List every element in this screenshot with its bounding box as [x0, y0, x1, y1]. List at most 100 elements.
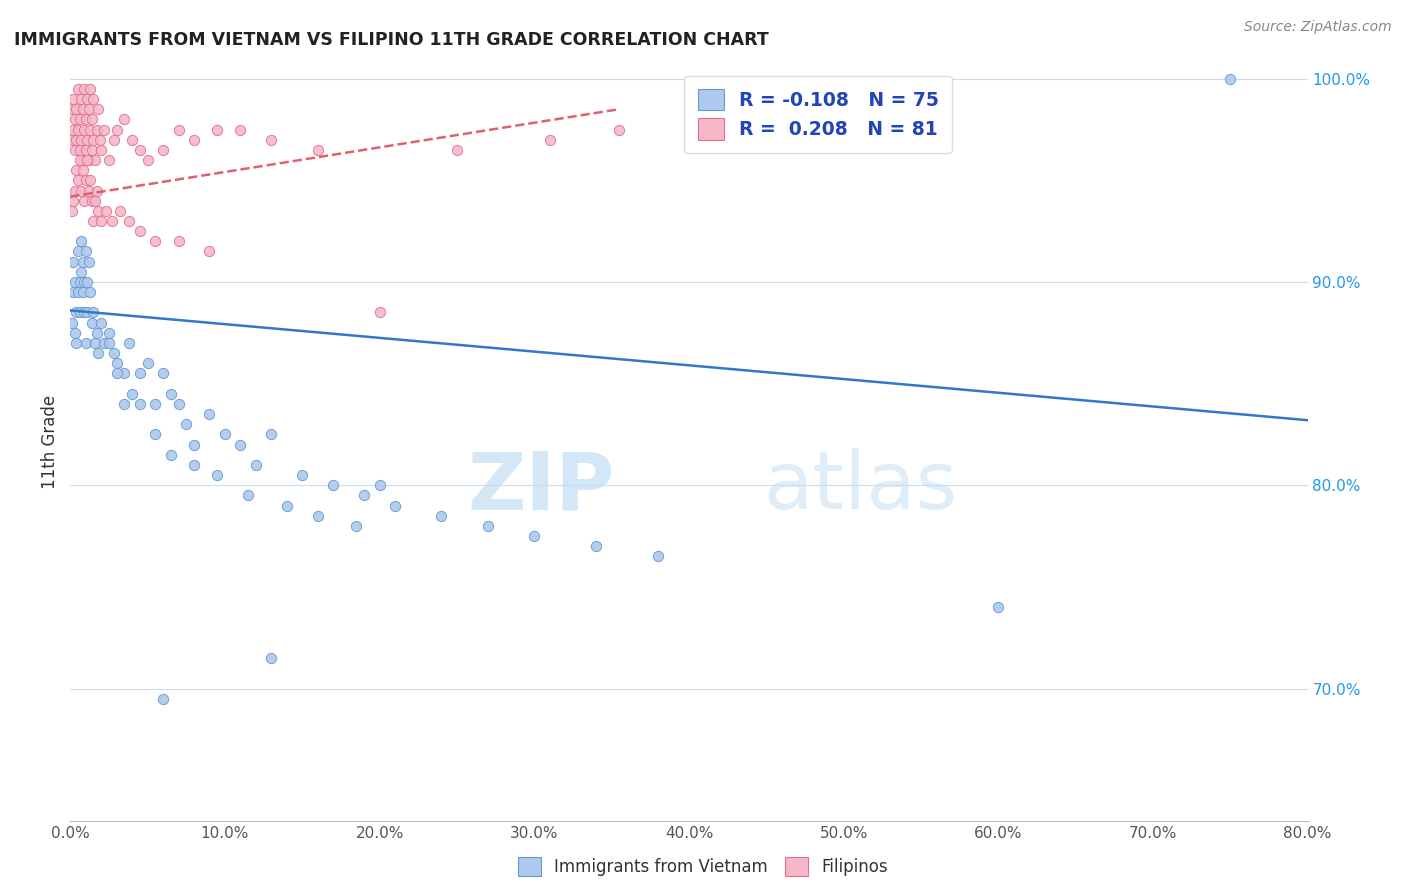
Point — [63, 184, 86, 198]
Point — [207, 468, 229, 483]
Point — [84, 153, 107, 167]
Point — [160, 448, 183, 462]
Point — [446, 143, 468, 157]
Point — [76, 153, 98, 167]
Point — [65, 133, 87, 147]
Point — [101, 214, 124, 228]
Point — [60, 316, 83, 330]
Y-axis label: 11th Grade: 11th Grade — [41, 394, 59, 489]
Point — [73, 194, 96, 208]
Point — [152, 691, 174, 706]
Point — [79, 122, 101, 136]
Point — [69, 305, 91, 319]
Point — [160, 386, 183, 401]
Point — [63, 143, 86, 157]
Point — [67, 173, 90, 187]
Point — [118, 214, 141, 228]
Point — [152, 367, 174, 381]
Point — [79, 173, 101, 187]
Point — [103, 133, 125, 147]
Point — [75, 112, 97, 127]
Point — [307, 508, 329, 523]
Point — [80, 143, 103, 157]
Point — [86, 184, 108, 198]
Point — [63, 326, 86, 340]
Point — [76, 133, 98, 147]
Point — [260, 427, 283, 442]
Point — [145, 235, 166, 249]
Point — [129, 397, 152, 411]
Point — [322, 478, 344, 492]
Text: atlas: atlas — [763, 448, 957, 526]
Point — [76, 275, 98, 289]
Point — [73, 82, 96, 96]
Point — [60, 203, 83, 218]
Point — [87, 102, 110, 116]
Point — [167, 122, 190, 136]
Point — [62, 92, 84, 106]
Point — [90, 143, 112, 157]
Point — [62, 122, 84, 136]
Point — [65, 163, 87, 178]
Point — [77, 153, 100, 167]
Point — [114, 112, 135, 127]
Point — [229, 122, 252, 136]
Point — [73, 305, 96, 319]
Point — [72, 254, 94, 268]
Point — [238, 488, 260, 502]
Point — [129, 143, 152, 157]
Point — [307, 143, 329, 157]
Point — [114, 397, 135, 411]
Point — [82, 92, 105, 106]
Point — [198, 244, 221, 259]
Point — [72, 102, 94, 116]
Point — [121, 133, 143, 147]
Point — [183, 133, 205, 147]
Point — [69, 153, 91, 167]
Point — [60, 133, 83, 147]
Point — [368, 305, 391, 319]
Point — [89, 133, 111, 147]
Point — [67, 82, 90, 96]
Point — [82, 133, 105, 147]
Point — [167, 235, 190, 249]
Point — [65, 305, 87, 319]
Point — [80, 112, 103, 127]
Point — [98, 326, 120, 340]
Point — [207, 122, 229, 136]
Point — [63, 275, 86, 289]
Point — [70, 184, 93, 198]
Point — [65, 335, 87, 350]
Point — [987, 600, 1010, 615]
Point — [75, 143, 97, 157]
Point — [62, 194, 84, 208]
Point — [98, 335, 120, 350]
Point — [67, 285, 90, 300]
Point — [75, 173, 97, 187]
Point — [477, 519, 499, 533]
Point — [346, 519, 368, 533]
Point — [229, 437, 252, 451]
Point — [647, 549, 669, 564]
Point — [62, 285, 84, 300]
Point — [70, 92, 93, 106]
Point — [430, 508, 453, 523]
Point — [73, 275, 96, 289]
Point — [174, 417, 197, 432]
Point — [105, 356, 128, 370]
Text: Source: ZipAtlas.com: Source: ZipAtlas.com — [1244, 20, 1392, 34]
Point — [384, 499, 406, 513]
Point — [82, 214, 105, 228]
Point — [72, 163, 94, 178]
Point — [183, 437, 205, 451]
Point — [108, 203, 131, 218]
Point — [368, 478, 391, 492]
Point — [145, 397, 166, 411]
Legend: Immigrants from Vietnam, Filipinos: Immigrants from Vietnam, Filipinos — [512, 850, 894, 882]
Point — [62, 254, 84, 268]
Point — [75, 335, 97, 350]
Point — [291, 468, 314, 483]
Point — [114, 367, 135, 381]
Point — [72, 285, 94, 300]
Point — [214, 427, 236, 442]
